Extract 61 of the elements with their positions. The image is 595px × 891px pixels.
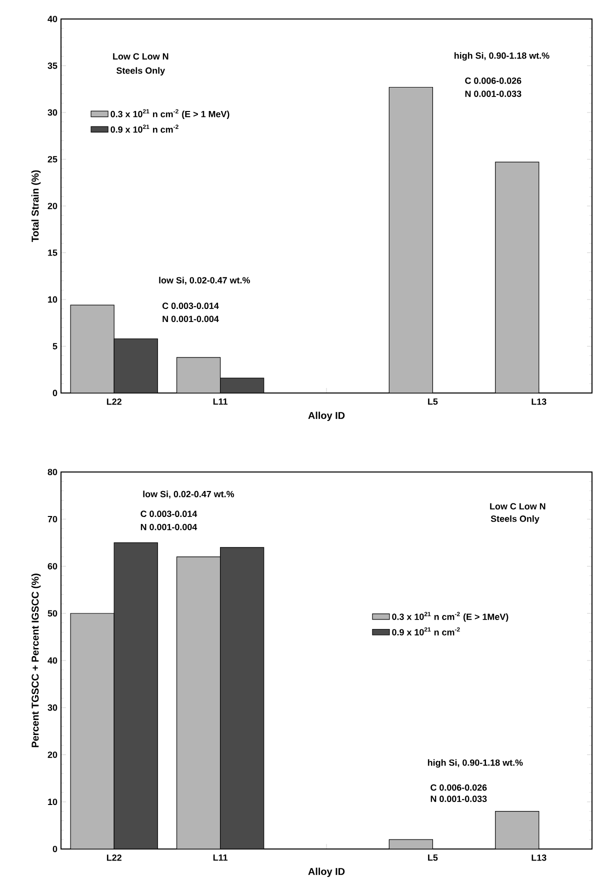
annotation: C 0.006-0.026: [465, 78, 522, 84]
annotation: high Si, 0.90-1.18 wt.%: [454, 52, 550, 61]
annotation: C 0.003-0.014: [140, 510, 198, 518]
y-axis-title: Percent TGSCC + Percent IGSCC (%): [31, 574, 41, 748]
bar: [70, 613, 114, 849]
x-tick-label: L11: [213, 854, 228, 861]
y-tick-label: 15: [48, 250, 58, 256]
y-tick-label: 30: [48, 704, 58, 711]
bar: [114, 338, 158, 393]
y-tick-label: 10: [48, 798, 58, 806]
y-tick-label: 40: [48, 657, 58, 664]
y-tick-label: 25: [48, 156, 58, 162]
x-tick-label: L22: [106, 398, 122, 405]
annotation: N 0.001-0.004: [162, 316, 219, 322]
x-axis-title: Alloy ID: [308, 412, 345, 421]
x-tick-label: L13: [532, 398, 546, 405]
y-tick-label: 60: [48, 563, 58, 570]
annotation: low Si, 0.02-0.47 wt.%: [143, 490, 234, 499]
bar: [114, 542, 158, 849]
y-tick-label: 0: [52, 846, 58, 852]
annotation: low Si, 0.02-0.47 wt.%: [159, 276, 250, 285]
annotation: Steels Only: [116, 67, 166, 76]
annotation: N 0.001-0.033: [430, 796, 487, 802]
y-tick-label: 5: [52, 343, 58, 350]
legend-label: 0.3 x 10$^{21}$ n cm$^{-2}$ (E > 1MeV): [392, 612, 508, 622]
bar: [176, 357, 221, 393]
annotation: Low C Low N: [113, 53, 168, 60]
x-axis-title: Alloy ID: [308, 868, 345, 877]
x-tick-label: L5: [428, 854, 438, 861]
annotation: Low C Low N: [490, 503, 546, 510]
annotation: C 0.003-0.014: [162, 302, 219, 310]
bar: [388, 86, 433, 393]
y-tick-label: 40: [48, 16, 58, 22]
y-tick-label: 50: [48, 610, 58, 617]
y-tick-label: 35: [48, 62, 58, 69]
x-tick-label: L22: [106, 854, 122, 861]
legend-label: 0.9 x 10$^{21}$ n cm$^{-2}$: [392, 627, 460, 636]
y-tick-label: 30: [48, 109, 58, 116]
y-tick-label: 10: [48, 296, 58, 303]
bar: [176, 556, 221, 849]
y-tick-label: 80: [48, 468, 58, 476]
bar: [70, 304, 114, 393]
bar: [220, 547, 264, 849]
y-tick-label: 20: [48, 202, 58, 210]
annotation: high Si, 0.90-1.18 wt.%: [428, 759, 523, 768]
annotation: Steels Only: [490, 515, 540, 524]
y-tick-label: 20: [48, 752, 58, 758]
y-tick-label: 0: [52, 390, 58, 396]
x-tick-label: L5: [428, 398, 438, 405]
bar: [220, 378, 264, 393]
bar: [495, 810, 540, 849]
annotation: C 0.006-0.026: [430, 784, 487, 791]
legend-label: 0.3 x 10$^{21}$ n cm$^{-2}$ (E > 1 MeV): [110, 109, 230, 120]
legend-label: 0.9 x 10$^{21}$ n cm$^{-2}$: [110, 124, 178, 133]
annotation: N 0.001-0.033: [465, 90, 522, 97]
y-tick-label: 70: [48, 516, 58, 522]
y-axis-title: Total Strain (%): [31, 170, 41, 242]
x-tick-label: L11: [213, 398, 228, 405]
bar: [495, 162, 540, 393]
x-tick-label: L13: [532, 854, 546, 861]
annotation: N 0.001-0.004: [140, 524, 198, 530]
